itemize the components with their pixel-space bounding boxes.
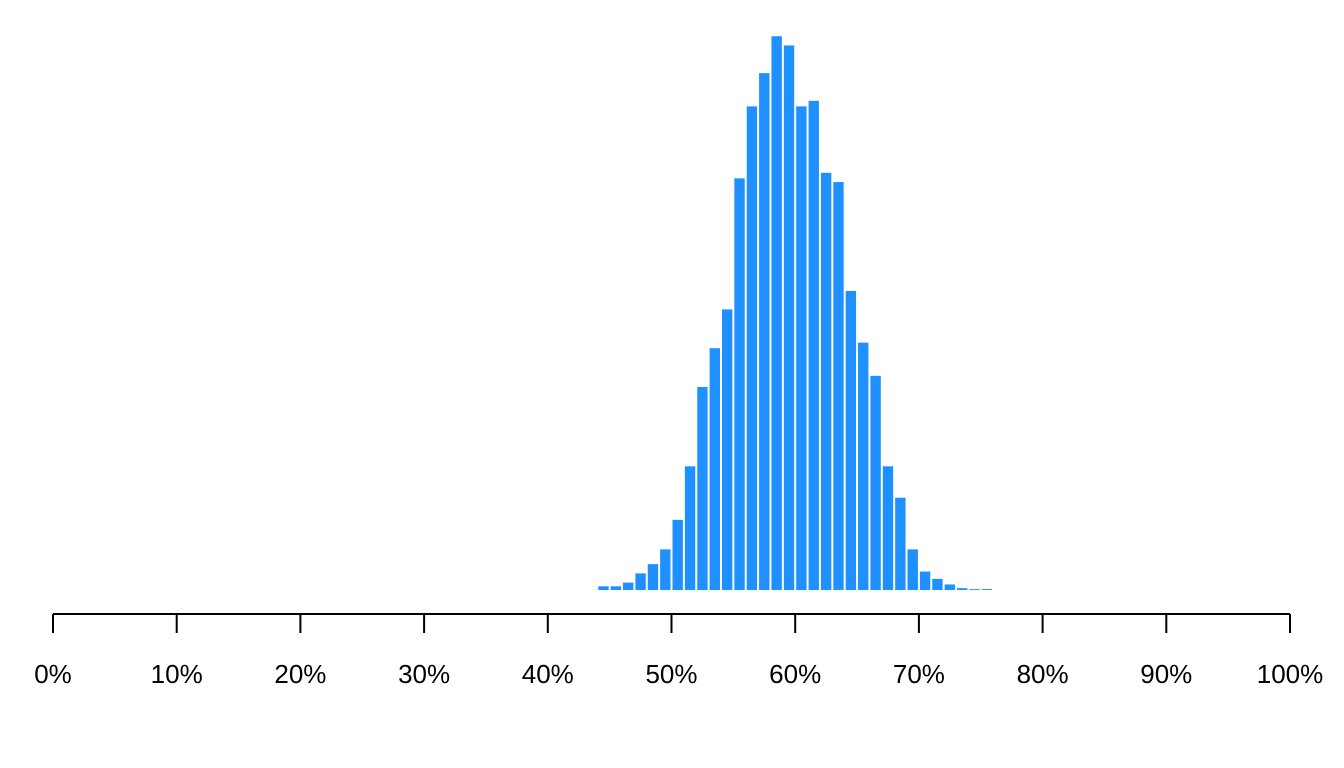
- histogram-bar: [969, 589, 980, 590]
- histogram-bar: [697, 386, 708, 590]
- histogram-bar: [796, 106, 807, 591]
- histogram-bar: [623, 582, 634, 590]
- histogram-bar: [721, 309, 733, 590]
- x-tick-label: 50%: [645, 659, 697, 689]
- histogram-bar: [635, 573, 646, 590]
- x-tick-label: 90%: [1140, 659, 1192, 689]
- histogram-bar: [672, 519, 683, 590]
- histogram-bar: [944, 584, 956, 590]
- x-tick-label: 70%: [893, 659, 945, 689]
- x-axis-ticks: 0% 10% 20% 30% 40% 50% 60% 70% 80% 90% 100%: [34, 614, 1323, 689]
- histogram-bar: [647, 564, 659, 590]
- histogram-bar: [808, 100, 819, 590]
- x-tick-label: 20%: [274, 659, 326, 689]
- x-tick-label: 10%: [151, 659, 203, 689]
- histogram-bar: [981, 589, 993, 590]
- histogram-bar: [783, 45, 795, 590]
- x-tick-label: 60%: [769, 659, 821, 689]
- histogram-bars: [598, 36, 993, 591]
- x-tick-label: 80%: [1017, 659, 1069, 689]
- histogram-bar: [932, 578, 943, 590]
- x-axis: 0% 10% 20% 30% 40% 50% 60% 70% 80% 90% 100%: [34, 613, 1323, 689]
- histogram-bar: [746, 106, 758, 591]
- histogram-bar: [858, 342, 869, 590]
- histogram-bar: [845, 290, 857, 590]
- histogram-bar: [598, 586, 609, 590]
- histogram-bar: [684, 466, 696, 590]
- histogram-bar: [759, 73, 770, 590]
- histogram-bar: [957, 588, 968, 590]
- histogram-bar: [820, 172, 832, 590]
- histogram-bar: [895, 497, 906, 590]
- histogram-bar: [833, 182, 844, 590]
- histogram-bar: [882, 466, 894, 590]
- x-tick-label: 100%: [1257, 659, 1324, 689]
- histogram-bar: [660, 549, 671, 590]
- histogram-bar: [907, 549, 918, 590]
- histogram-bar: [709, 348, 720, 590]
- histogram-bar: [870, 375, 881, 590]
- histogram-bar: [919, 571, 931, 590]
- histogram-bar: [734, 178, 745, 591]
- histogram-bar: [610, 586, 622, 590]
- histogram-bar: [771, 36, 782, 591]
- x-tick-label: 30%: [398, 659, 450, 689]
- x-tick-label: 0%: [34, 659, 72, 689]
- x-tick-label: 40%: [522, 659, 574, 689]
